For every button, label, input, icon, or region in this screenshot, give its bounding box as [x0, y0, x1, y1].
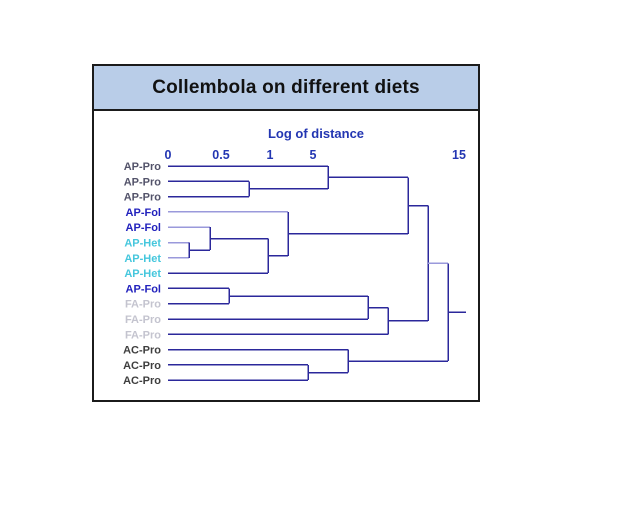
leaf-labels: AP-Pro AP-Pro AP-Pro AP-Fol AP-Fol AP-Het AP-H…	[123, 161, 161, 387]
x-axis-tick: 1	[267, 148, 274, 162]
leaf-label: AC-Pro	[123, 345, 161, 357]
x-axis-ticks: 0 0.5 1 5 15	[165, 148, 466, 162]
plot-area: Log of distance 0 0.5 1 5 15 AP-Pro AP-Pro AP-…	[94, 111, 478, 400]
leaf-label: AP-Fol	[126, 283, 161, 295]
leaf-label: AP-Het	[124, 253, 161, 265]
leaf-label: AP-Fol	[126, 207, 161, 219]
dendrogram-lines	[168, 165, 466, 381]
leaf-label: AP-Pro	[124, 192, 162, 204]
leaf-label: AC-Pro	[123, 360, 161, 372]
leaf-label: AP-Pro	[124, 176, 162, 188]
x-axis-tick: 5	[310, 148, 317, 162]
leaf-label: AP-Fol	[126, 222, 161, 234]
dendrogram-canvas: Log of distance 0 0.5 1 5 15 AP-ProAP-ProAP-…	[123, 126, 466, 387]
figure-frame: Collembola on different diets Log of dis…	[92, 64, 480, 402]
leaf-label: AP-Pro	[124, 161, 162, 173]
x-axis-tick: 0	[165, 148, 172, 162]
x-axis-title: Log of distance	[268, 126, 364, 141]
chart-title: Collembola on different diets	[152, 76, 420, 98]
x-axis-tick: 15	[452, 148, 466, 162]
leaf-label: FA-Pro	[125, 314, 161, 326]
chart-title-bar: Collembola on different diets	[94, 66, 478, 111]
x-axis-tick: 0.5	[212, 148, 229, 162]
leaf-label: FA-Pro	[125, 329, 161, 341]
leaf-label: FA-Pro	[125, 299, 161, 311]
leaf-label: AC-Pro	[123, 375, 161, 387]
leaf-label: AP-Het	[124, 268, 161, 280]
leaf-label: AP-Het	[124, 238, 161, 250]
